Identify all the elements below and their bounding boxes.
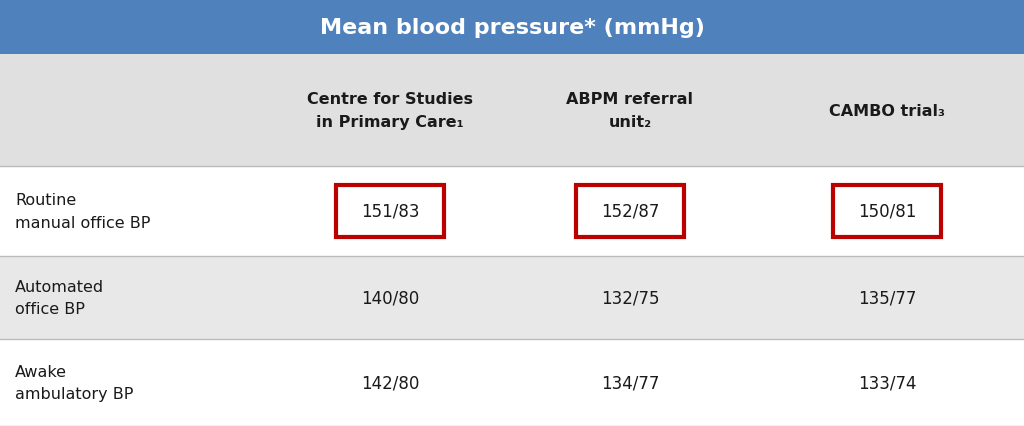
Text: Centre for Studies
in Primary Care₁: Centre for Studies in Primary Care₁: [307, 92, 473, 130]
FancyBboxPatch shape: [833, 186, 941, 237]
Text: 150/81: 150/81: [858, 202, 916, 221]
Text: Automated
office BP: Automated office BP: [15, 279, 104, 317]
Text: 134/77: 134/77: [601, 374, 659, 391]
Text: 140/80: 140/80: [360, 289, 419, 307]
Text: 142/80: 142/80: [360, 374, 419, 391]
Text: 132/75: 132/75: [601, 289, 659, 307]
Text: 151/83: 151/83: [360, 202, 419, 221]
FancyBboxPatch shape: [0, 0, 1024, 55]
Text: Routine
manual office BP: Routine manual office BP: [15, 193, 151, 230]
Text: 152/87: 152/87: [601, 202, 659, 221]
Text: Mean blood pressure* (mmHg): Mean blood pressure* (mmHg): [319, 17, 705, 37]
FancyBboxPatch shape: [336, 186, 444, 237]
FancyBboxPatch shape: [0, 339, 1024, 426]
Text: 135/77: 135/77: [858, 289, 916, 307]
FancyBboxPatch shape: [0, 55, 1024, 167]
Text: Awake
ambulatory BP: Awake ambulatory BP: [15, 364, 133, 401]
FancyBboxPatch shape: [0, 256, 1024, 339]
Text: ABPM referral
unit₂: ABPM referral unit₂: [566, 92, 693, 130]
FancyBboxPatch shape: [0, 167, 1024, 256]
Text: CAMBO trial₃: CAMBO trial₃: [829, 103, 945, 118]
Text: 133/74: 133/74: [858, 374, 916, 391]
FancyBboxPatch shape: [575, 186, 684, 237]
